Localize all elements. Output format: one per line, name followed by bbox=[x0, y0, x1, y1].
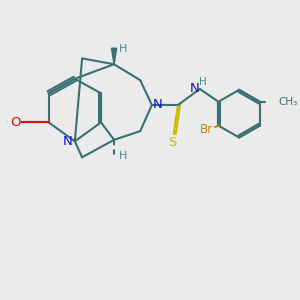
Text: N: N bbox=[190, 82, 200, 95]
Polygon shape bbox=[112, 48, 117, 64]
Text: N: N bbox=[153, 98, 163, 111]
Text: H: H bbox=[119, 44, 128, 54]
Text: H: H bbox=[118, 151, 127, 161]
Text: H: H bbox=[200, 77, 207, 87]
Text: S: S bbox=[168, 136, 176, 149]
Text: O: O bbox=[10, 116, 20, 129]
Text: CH₃: CH₃ bbox=[278, 97, 297, 107]
Text: N: N bbox=[63, 135, 72, 148]
Text: Br: Br bbox=[200, 123, 213, 136]
